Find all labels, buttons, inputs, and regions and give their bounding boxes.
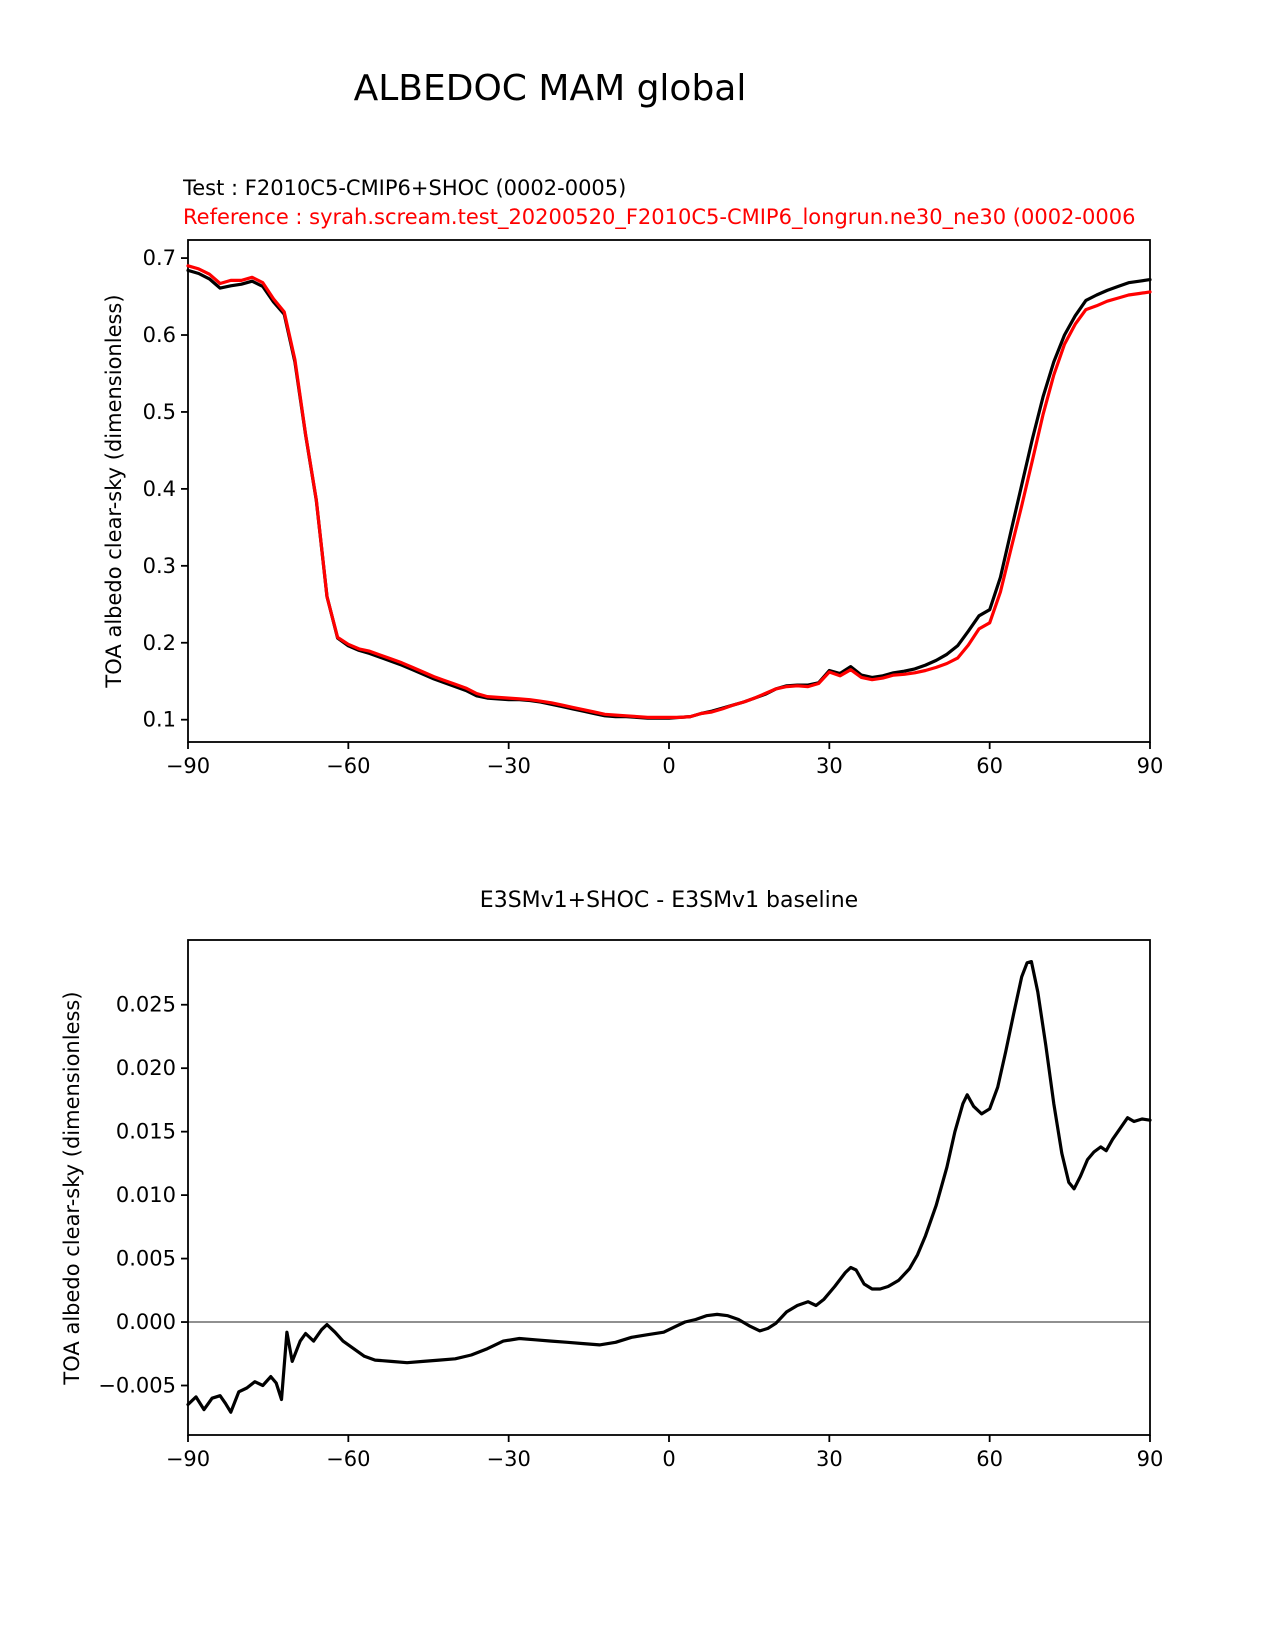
- figure-title: ALBEDOC MAM global: [353, 68, 747, 109]
- x-tick-label: −90: [166, 1447, 210, 1471]
- x-tick-label: −30: [487, 754, 531, 778]
- y-tick-label: 0.005: [116, 1247, 176, 1271]
- bottom-chart-title: E3SMv1+SHOC - E3SMv1 baseline: [479, 888, 859, 913]
- y-tick-label: 0.2: [143, 631, 176, 655]
- test-curve: [186, 268, 1152, 720]
- x-tick-label: 90: [1137, 754, 1164, 778]
- x-tick-label: 30: [816, 1447, 843, 1471]
- y-tick-label: 0.5: [143, 400, 176, 424]
- y-tick-label: 0.6: [143, 323, 176, 347]
- x-tick-label: −90: [166, 754, 210, 778]
- y-tick-label: 0.020: [116, 1056, 176, 1080]
- x-tick-label: 0: [662, 754, 675, 778]
- y-tick-label: 0.3: [143, 554, 176, 578]
- x-tick-label: −60: [326, 1447, 370, 1471]
- diff-curve: [186, 959, 1152, 1414]
- x-tick-label: −60: [326, 754, 370, 778]
- legend-reference-label: Reference : syrah.scream.test_20200520_F…: [183, 205, 1136, 229]
- x-tick-label: 0: [662, 1447, 675, 1471]
- x-tick-label: 60: [976, 754, 1003, 778]
- x-tick-label: 60: [976, 1447, 1003, 1471]
- y-tick-label: 0.010: [116, 1183, 176, 1207]
- y-tick-label: 0.015: [116, 1120, 176, 1144]
- x-tick-label: 90: [1137, 1447, 1164, 1471]
- bottom-chart: −90 −60 −30 0 30 60 90 −0.005 0.000 0.005 0.010 0.0…: [98, 939, 1164, 1471]
- y-tick-label: 0.7: [143, 246, 176, 270]
- top-chart: −90 −60 −30 0 30 60 90 0.1 0.2 0.3 0.4 0.5 0.6 0.7: [143, 239, 1164, 778]
- legend-test-label: Test : F2010C5-CMIP6+SHOC (0002-0005): [183, 176, 627, 200]
- y-tick-label: 0.1: [143, 708, 176, 732]
- y-tick-label: 0.025: [116, 993, 176, 1017]
- reference-curve: [186, 264, 1152, 720]
- y-tick-label: −0.005: [98, 1374, 176, 1398]
- axes-box: [187, 239, 1151, 743]
- x-tick-label: −30: [487, 1447, 531, 1471]
- x-tick-label: 30: [816, 754, 843, 778]
- axes-box: [187, 939, 1151, 1436]
- y-tick-label: 0.4: [143, 477, 176, 501]
- y-tick-label: 0.000: [116, 1310, 176, 1334]
